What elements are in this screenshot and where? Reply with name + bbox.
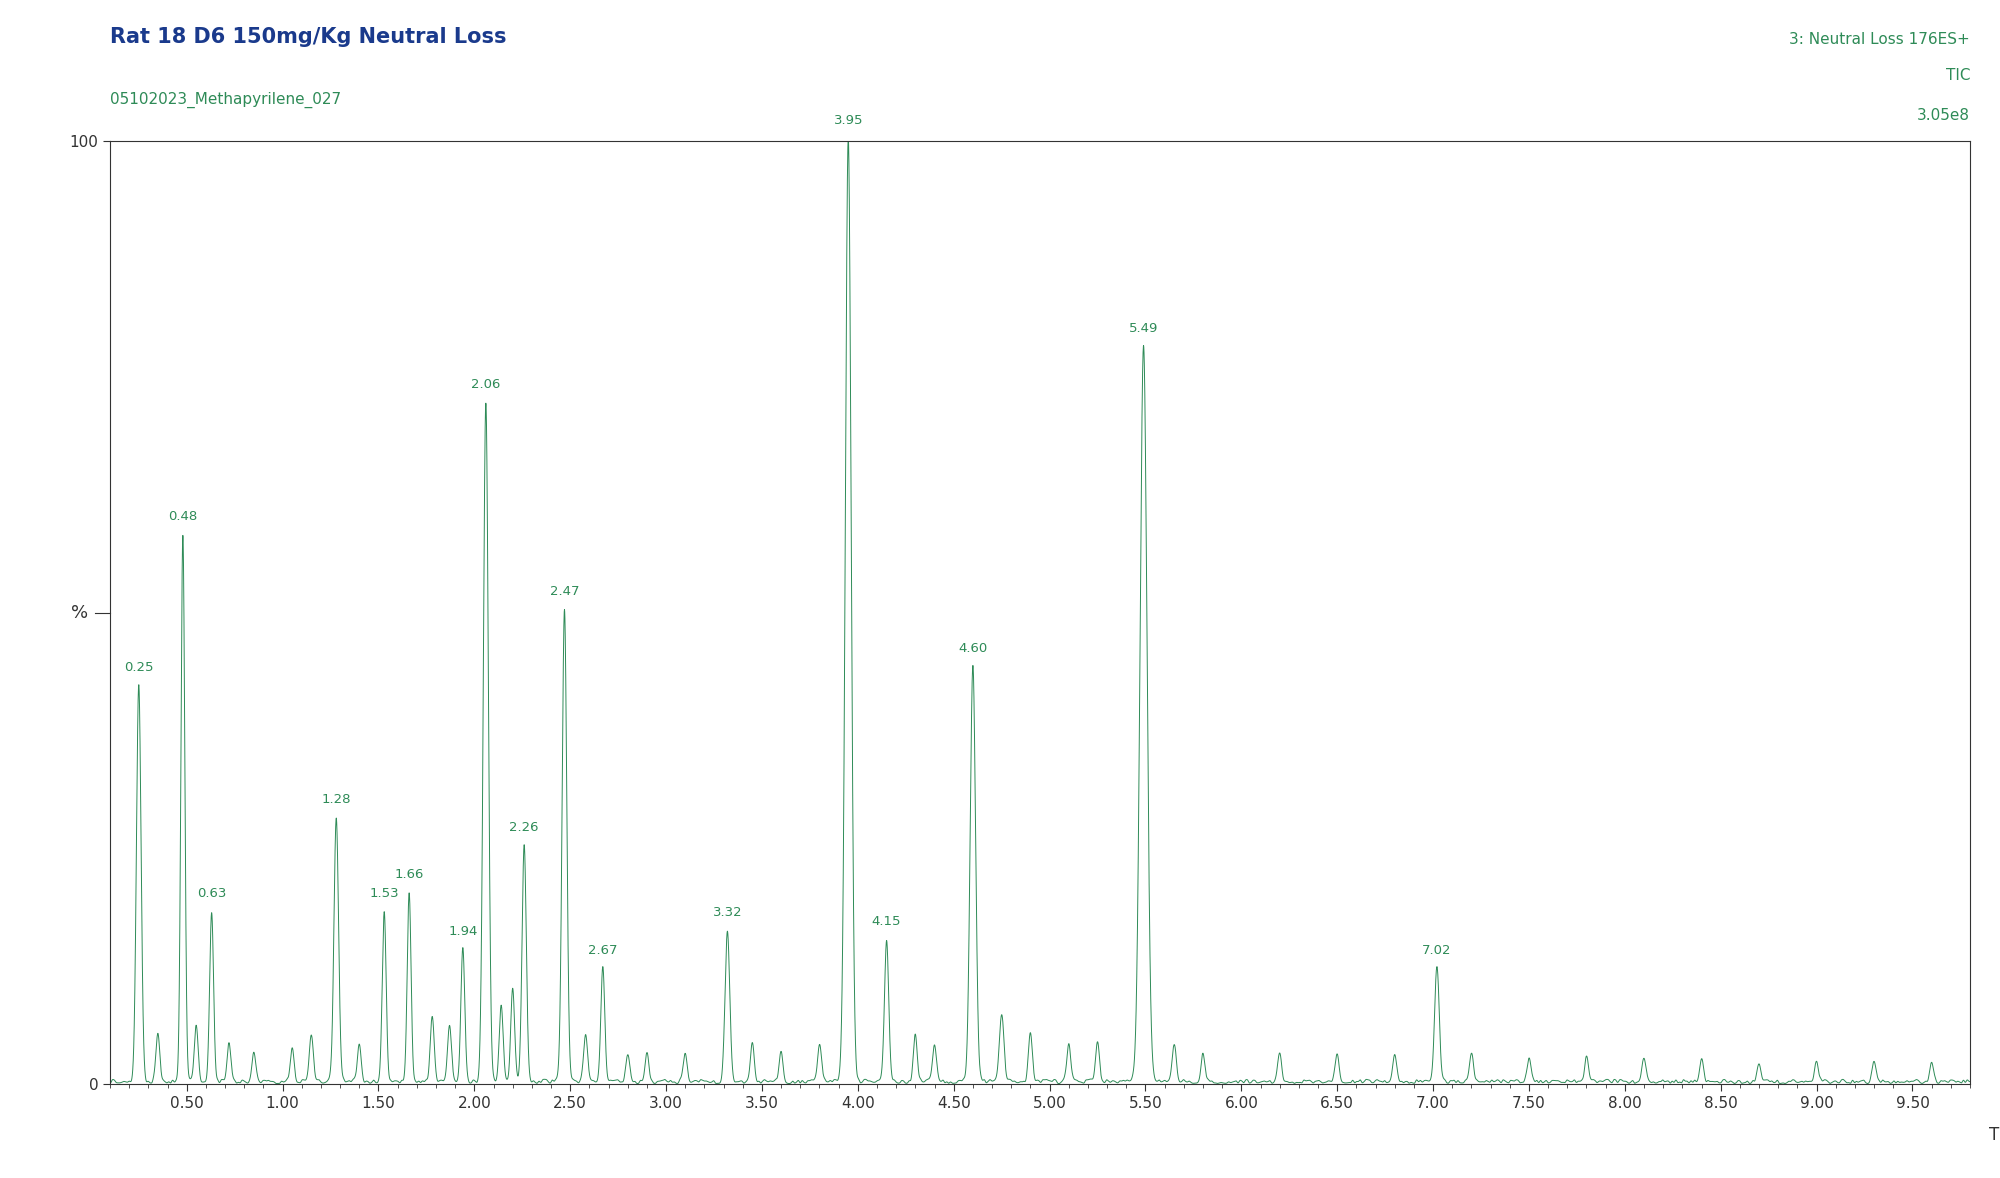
- Text: 3.32: 3.32: [712, 906, 742, 919]
- Text: 0.48: 0.48: [168, 510, 198, 523]
- Text: 2.26: 2.26: [510, 821, 538, 834]
- Text: 0.25: 0.25: [124, 661, 154, 674]
- Text: 5.49: 5.49: [1128, 322, 1158, 335]
- Text: 7.02: 7.02: [1422, 944, 1452, 957]
- Text: TIC: TIC: [1946, 68, 1970, 82]
- Text: 3.95: 3.95: [834, 114, 862, 127]
- Text: 1.66: 1.66: [394, 868, 424, 881]
- Text: 05102023_Methapyrilene_027: 05102023_Methapyrilene_027: [110, 92, 342, 108]
- Text: Time: Time: [1988, 1126, 2000, 1144]
- Text: 2.47: 2.47: [550, 585, 580, 598]
- Text: 1.53: 1.53: [370, 887, 400, 900]
- Text: 0.63: 0.63: [196, 887, 226, 900]
- Text: 2.67: 2.67: [588, 944, 618, 957]
- Text: 2.06: 2.06: [472, 378, 500, 391]
- Text: 3: Neutral Loss 176ES+: 3: Neutral Loss 176ES+: [1790, 32, 1970, 47]
- Text: 1.28: 1.28: [322, 793, 352, 806]
- Text: 4.60: 4.60: [958, 642, 988, 655]
- Text: 1.94: 1.94: [448, 925, 478, 938]
- Text: %: %: [70, 603, 88, 622]
- Text: 4.15: 4.15: [872, 915, 902, 928]
- Text: 3.05e8: 3.05e8: [1918, 107, 1970, 123]
- Text: Rat 18 D6 150mg/Kg Neutral Loss: Rat 18 D6 150mg/Kg Neutral Loss: [110, 27, 506, 47]
